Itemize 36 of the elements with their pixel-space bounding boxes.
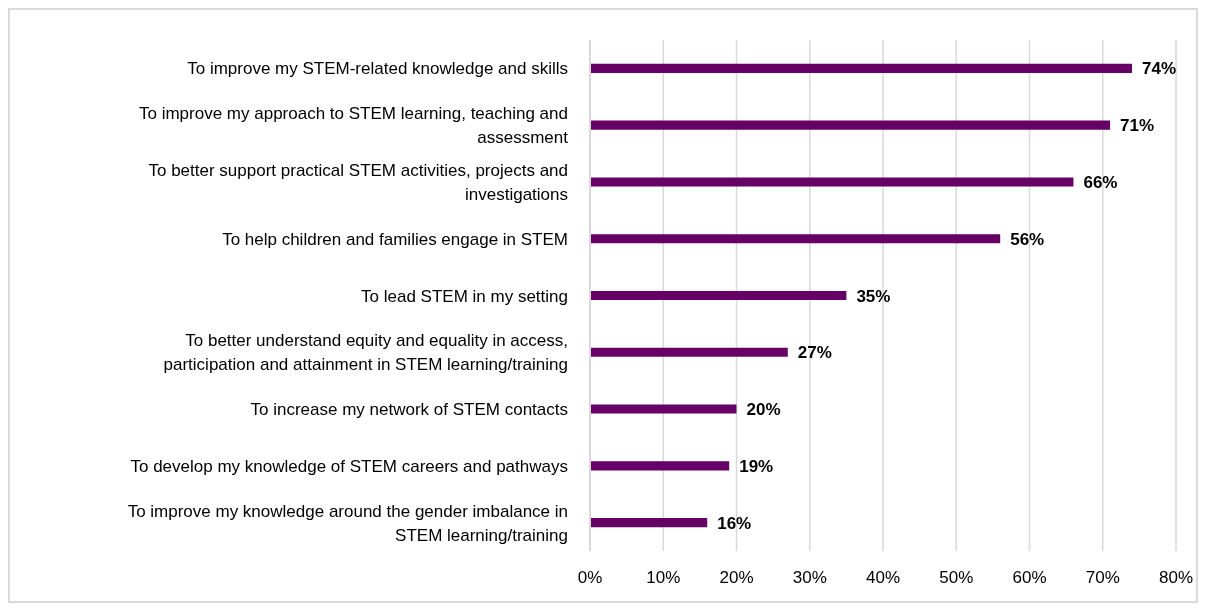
y-tick-label: To improve my approach to STEM learning, teaching and assessment bbox=[138, 103, 569, 147]
x-tick-label: 80% bbox=[1158, 568, 1194, 588]
x-tick-label: 10% bbox=[646, 568, 681, 588]
y-tick-label: To better understand equity and equality in access, participation and attainment in STEM learning/training bbox=[163, 330, 568, 374]
x-tick-label: 40% bbox=[865, 568, 901, 588]
bar bbox=[590, 63, 1133, 73]
x-tick-label: 70% bbox=[1085, 568, 1120, 588]
data-label: 74% bbox=[1142, 59, 1177, 79]
bar bbox=[590, 404, 737, 414]
bar bbox=[590, 347, 788, 357]
x-tick-label: 20% bbox=[719, 568, 754, 588]
data-label: 20% bbox=[746, 400, 781, 420]
y-tick-label: To improve my STEM-related knowledge and skills bbox=[187, 58, 568, 78]
data-label: 35% bbox=[856, 286, 891, 306]
x-tick-label: 0% bbox=[577, 568, 603, 588]
bar bbox=[590, 290, 847, 301]
bar bbox=[590, 234, 1001, 244]
data-label: 56% bbox=[1010, 229, 1045, 249]
y-tick-label: To lead STEM in my setting bbox=[361, 286, 568, 305]
data-label: 66% bbox=[1083, 172, 1118, 192]
x-tick-label: 50% bbox=[939, 568, 974, 588]
bar bbox=[590, 120, 1111, 130]
data-label: 27% bbox=[797, 343, 832, 363]
y-tick-label: To improve my knowledge around the gender imbalance in STEM learning/training bbox=[127, 501, 568, 545]
y-tick-label: To better support practical STEM activities, projects and investigations bbox=[148, 160, 568, 204]
data-label: 16% bbox=[717, 513, 752, 533]
y-tick-label: To develop my knowledge of STEM careers and pathways bbox=[130, 456, 568, 476]
y-tick-label: To increase my network of STEM contacts bbox=[250, 399, 568, 419]
data-label: 19% bbox=[739, 456, 774, 476]
data-label: 71% bbox=[1120, 116, 1155, 136]
y-tick-label: To help children and families engage in STEM bbox=[222, 229, 568, 249]
bar bbox=[590, 461, 730, 471]
bar bbox=[590, 177, 1074, 187]
x-tick-label: 30% bbox=[792, 568, 827, 588]
bar bbox=[590, 518, 708, 528]
x-tick-label: 60% bbox=[1012, 568, 1047, 588]
